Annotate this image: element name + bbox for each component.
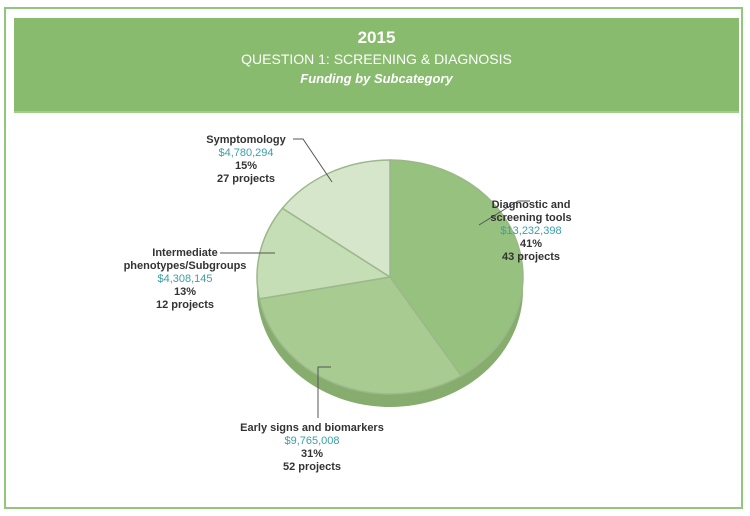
slice-amount: $9,765,008 xyxy=(284,435,340,447)
chart-frame xyxy=(4,7,743,509)
slice-amount: $4,780,294 xyxy=(218,147,274,159)
slice-percent: 41% xyxy=(519,238,543,250)
label-intermediate: Intermediate phenotypes/Subgroups $4,308… xyxy=(115,247,255,312)
slice-projects: 52 projects xyxy=(282,461,342,473)
leader-line-0 xyxy=(478,200,530,226)
label-symptomology: Symptomology $4,780,294 15% 27 projects xyxy=(206,134,285,186)
slice-amount: $4,308,145 xyxy=(157,273,213,285)
pie-slice-2 xyxy=(256,207,393,300)
leader-line-3 xyxy=(293,138,333,183)
pie-slice-3 xyxy=(281,159,391,279)
slice-percent: 31% xyxy=(300,448,324,460)
chart-header: 2015 QUESTION 1: SCREENING & DIAGNOSIS F… xyxy=(14,18,739,113)
label-diagnostic: Diagnostic and screening tools $13,232,3… xyxy=(484,199,579,264)
chart-subtitle: Funding by Subcategory xyxy=(300,71,453,86)
leader-line-1 xyxy=(317,366,331,418)
slice-projects: 12 projects xyxy=(155,299,215,311)
chart-year: 2015 xyxy=(357,28,396,47)
slice-name: Symptomology xyxy=(206,134,286,146)
label-early-signs: Early signs and biomarkers $9,765,008 31… xyxy=(240,422,384,474)
chart-question: QUESTION 1: SCREENING & DIAGNOSIS xyxy=(241,51,512,67)
slice-percent: 13% xyxy=(173,286,197,298)
slice-name: Early signs and biomarkers xyxy=(240,422,384,434)
slice-name: Intermediate phenotypes/Subgroups xyxy=(123,247,247,272)
slice-percent: 15% xyxy=(234,160,258,172)
slice-projects: 43 projects xyxy=(501,251,561,263)
slice-amount: $13,232,398 xyxy=(500,225,562,237)
pie-slice-1 xyxy=(258,276,463,395)
slice-projects: 27 projects xyxy=(216,173,276,185)
slice-name: Diagnostic and screening tools xyxy=(490,199,572,224)
